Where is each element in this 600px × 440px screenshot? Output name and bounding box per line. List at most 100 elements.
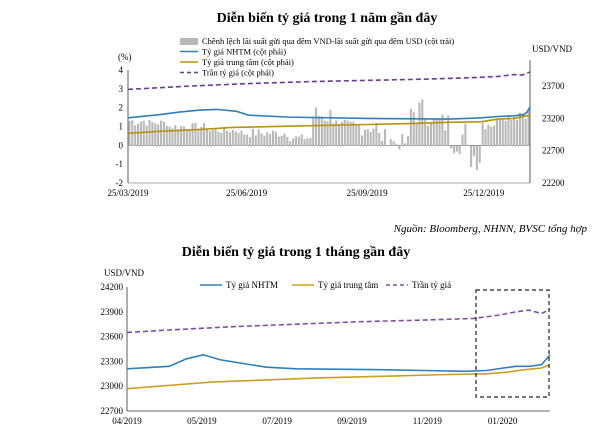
chart-1-legend-swatch <box>180 38 198 45</box>
chart-1-x-tick-label: 25/09/2019 <box>347 188 389 198</box>
chart-1-bar <box>384 129 386 145</box>
chart-1-bar <box>430 122 432 145</box>
chart-1-line-ceiling <box>128 72 530 89</box>
chart-1-bar <box>332 124 334 146</box>
chart-1-bar <box>453 145 455 153</box>
chart-1-bar <box>235 132 237 146</box>
chart-1-bar <box>212 130 214 145</box>
chart-1-right-unit: USD/VND <box>532 44 573 54</box>
chart-1-bar <box>367 129 369 145</box>
chart-1-bar <box>490 127 492 146</box>
chart-1-bar <box>355 124 357 145</box>
chart-1-bar <box>398 145 400 149</box>
chart-2-legend-label: Tỷ giá NHTM <box>226 280 278 290</box>
chart-1-bar <box>447 116 449 146</box>
chart-1-bar <box>306 138 308 145</box>
chart-1-bar <box>226 131 228 146</box>
chart-1-bar <box>516 120 518 146</box>
chart-1-bar <box>266 132 268 145</box>
chart-1-bar <box>189 130 191 145</box>
chart-1-bar <box>163 122 165 146</box>
chart-1-bar <box>467 145 469 146</box>
chart-1-bar <box>137 124 139 146</box>
chart-1-bar <box>461 135 463 146</box>
chart-1-bar <box>180 126 182 145</box>
chart-1-bar <box>427 126 429 146</box>
chart-1-bar <box>476 145 478 170</box>
chart-1-title: Diễn biến tỷ giá trong 1 năm gần đây <box>217 10 438 26</box>
chart-1-legend: Chênh lệch lãi suất gửi qua đêm VND-lãi … <box>180 36 454 78</box>
chart-2-highlight-box <box>476 290 549 397</box>
chart-1-bar <box>344 120 346 146</box>
chart-1-bar <box>160 121 162 146</box>
chart-1-bar <box>278 137 280 146</box>
chart-1-bar <box>381 141 383 146</box>
chart-2-y-tick-label: 22700 <box>101 406 124 416</box>
chart-1-bar <box>479 145 481 162</box>
chart-2-x-tick-label: 04/2019 <box>112 416 142 426</box>
chart-1-bar <box>146 126 148 146</box>
chart-1-left-tick-label: 2 <box>119 103 124 113</box>
chart-1-bar <box>275 132 277 146</box>
chart-1-left-tick-label: 4 <box>119 65 124 75</box>
chart-1-bar <box>246 135 248 146</box>
chart-1-bar <box>513 117 515 145</box>
chart-1-left-tick-label: 3 <box>119 84 124 94</box>
chart-2-y-tick-label: 23600 <box>101 332 124 342</box>
chart-1-bar <box>229 132 231 145</box>
chart-1-bar <box>312 117 314 146</box>
chart-1-bar <box>238 133 240 145</box>
chart-1-bar <box>361 135 363 145</box>
chart-1-bar <box>456 145 458 151</box>
chart-1-source-note: Nguồn: Bloomberg, NHNN, BVSC tổng hợp <box>393 223 588 235</box>
chart-1-bar <box>444 130 446 145</box>
chart-1-bar <box>255 136 257 146</box>
chart-1-bar <box>338 124 340 146</box>
chart-1-bar <box>223 127 225 146</box>
chart-1-bar <box>269 134 271 145</box>
chart-1-bar <box>286 137 288 145</box>
chart-1-bar <box>174 125 176 145</box>
chart-1-bar <box>439 120 441 146</box>
chart-1-bar <box>413 112 415 145</box>
chart-1-bar <box>298 137 300 146</box>
chart-1-bar <box>215 129 217 145</box>
chart-1-bar <box>220 133 222 146</box>
chart-1-bar <box>505 121 507 145</box>
chart-1-bar <box>470 145 472 167</box>
chart-1-legend-label: Trần tỷ giá (cột phải) <box>202 68 274 78</box>
chart-1-bar <box>321 117 323 146</box>
chart-1-bar <box>395 144 397 146</box>
chart-1-bar <box>464 123 466 145</box>
chart-1-bar <box>140 121 142 145</box>
chart-1-bar <box>378 133 380 145</box>
chart-1-bar <box>232 130 234 145</box>
chart-1-lines <box>128 72 530 133</box>
chart-2-y-tick-label: 23000 <box>101 381 124 391</box>
chart-1-bar <box>217 132 219 145</box>
chart-1-bar <box>169 127 171 146</box>
chart-1-bar <box>263 136 265 146</box>
chart-1-bar <box>240 131 242 146</box>
chart-1-bar <box>487 125 489 145</box>
chart-1-bar <box>157 124 159 145</box>
chart-2-legend-label: Trần tỷ giá <box>412 280 451 290</box>
chart-1-bar <box>450 145 452 148</box>
chart-1-right-tick-label: 22200 <box>542 178 565 188</box>
chart-1-bar <box>528 109 530 145</box>
chart-1-bars <box>128 99 529 170</box>
chart-1-x-tick-label: 25/03/2019 <box>107 188 149 198</box>
chart-1-bar <box>166 126 168 145</box>
chart-1-bar <box>292 138 294 145</box>
chart-2: Diễn biến tỷ giá trong 1 tháng gần đây U… <box>101 244 551 426</box>
chart-1-bar <box>324 121 326 146</box>
chart-1-bar <box>304 139 306 145</box>
chart-2-x-tick-label: 09/2019 <box>337 416 367 426</box>
chart-1-right-tick-label: 23700 <box>542 81 565 91</box>
chart-2-ylabel: USD/VND <box>104 268 145 278</box>
chart-1-bar <box>329 110 331 146</box>
chart-1-bar <box>260 133 262 145</box>
chart-1-bar <box>192 123 194 145</box>
